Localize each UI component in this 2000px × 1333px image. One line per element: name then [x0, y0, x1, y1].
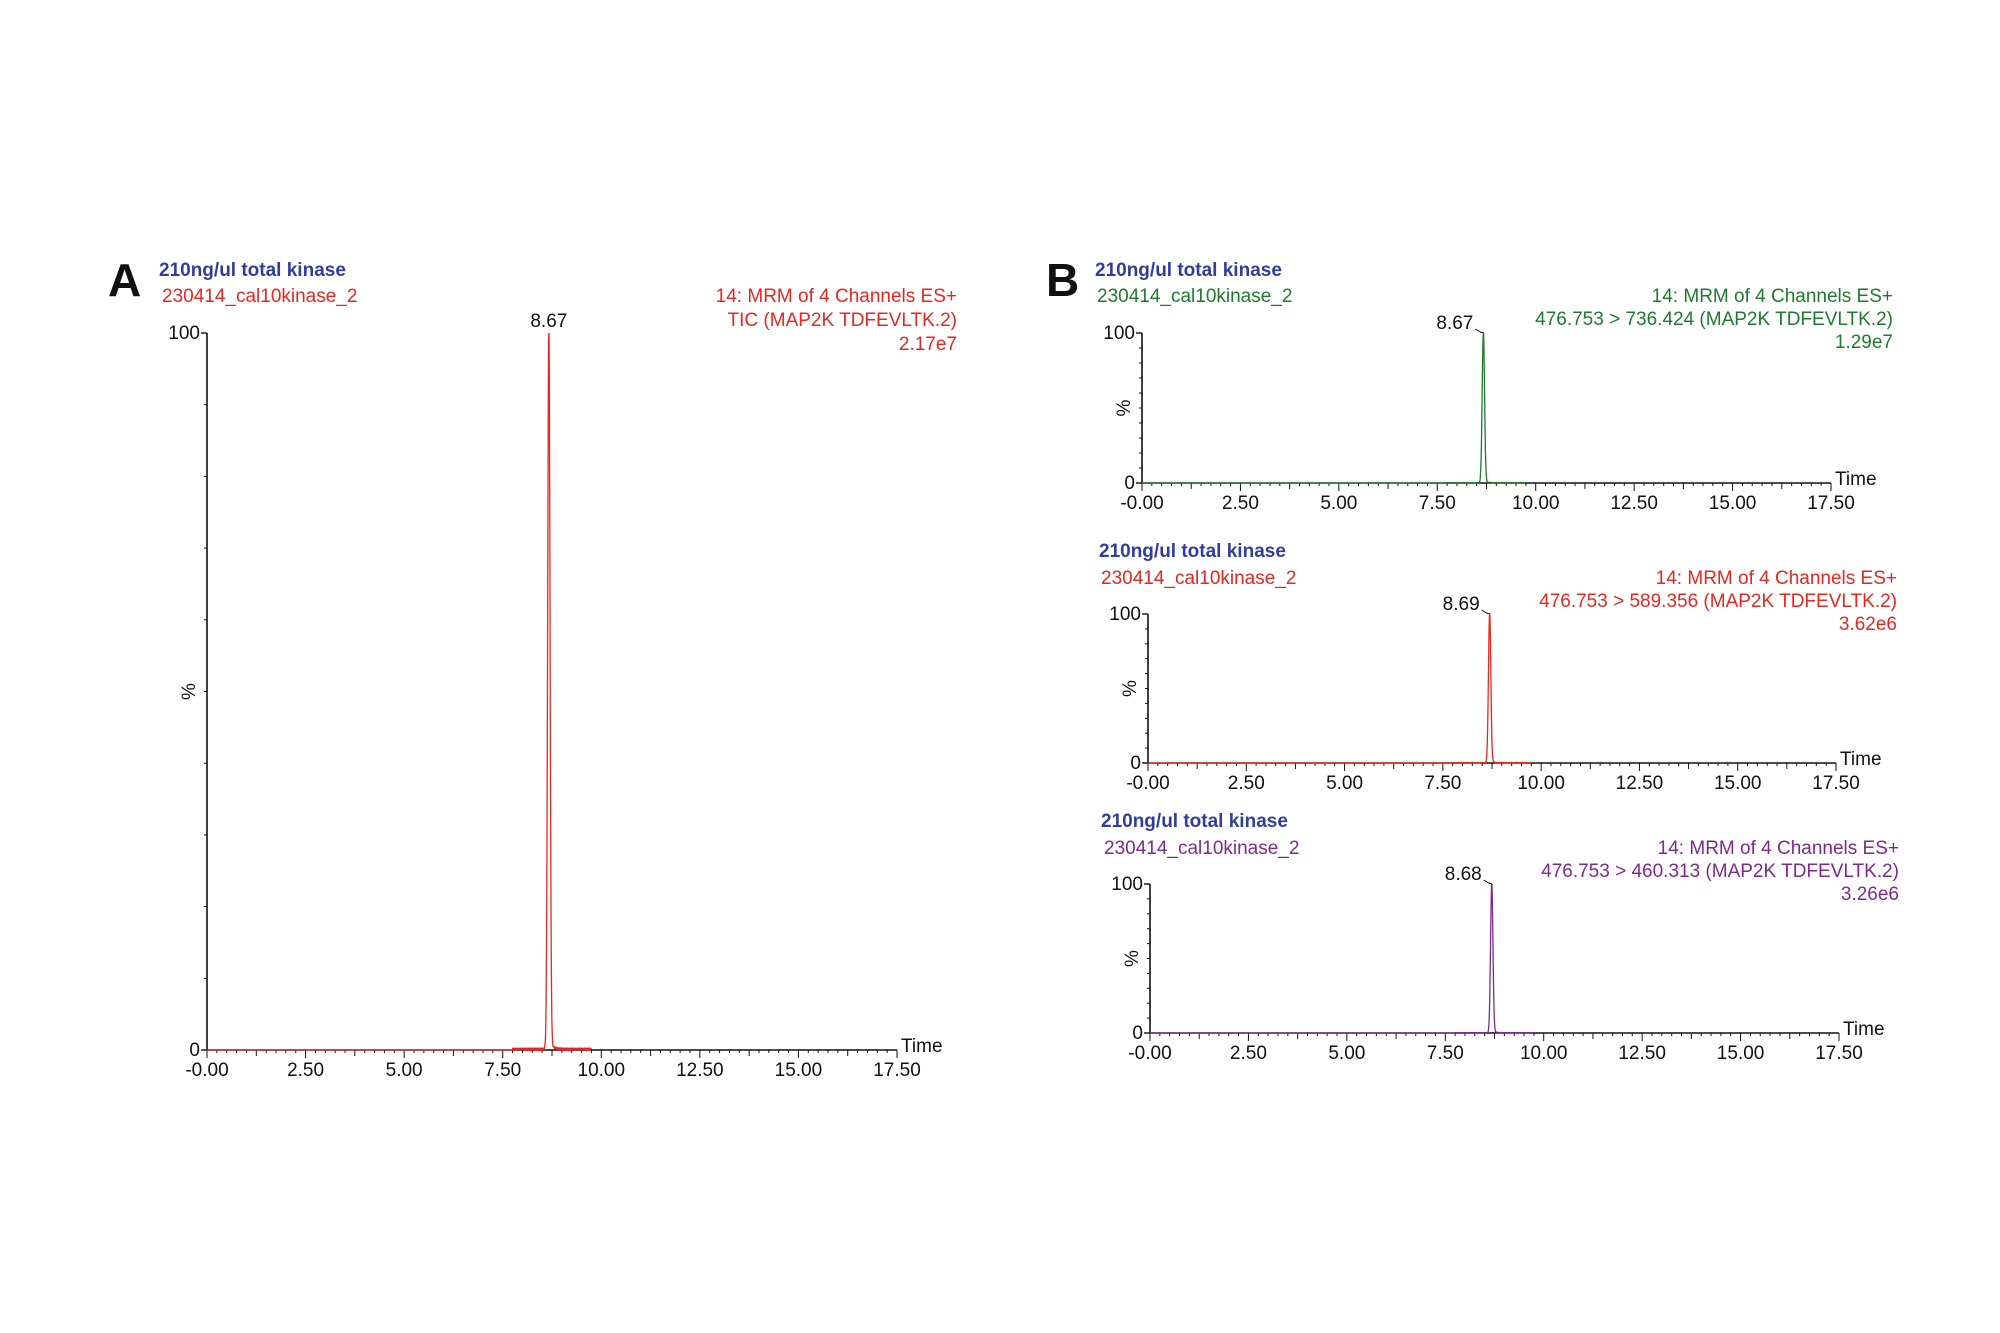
y-tick-label: 100 — [168, 323, 200, 344]
chart-title: 210ng/ul total kinase — [1095, 260, 1282, 281]
x-tick-label: -0.00 — [1128, 1043, 1171, 1064]
x-tick-label: -0.00 — [1126, 773, 1169, 794]
peak-label-connector — [1483, 879, 1492, 885]
y-axis-label: % — [1120, 680, 1141, 697]
y-axis-label: % — [179, 683, 200, 700]
y-axis-label: % — [1122, 950, 1143, 967]
x-tick-label: 12.50 — [1618, 1043, 1666, 1064]
header-line-3: 3.62e6 — [1839, 614, 1897, 635]
x-tick-label: 7.50 — [484, 1060, 521, 1081]
header-line-3: 1.29e7 — [1835, 332, 1893, 353]
x-tick-label: 7.50 — [1419, 493, 1456, 514]
panel-letter-b: B — [1046, 254, 1079, 306]
peak-label-connector — [1475, 328, 1484, 334]
y-tick-label: 100 — [1103, 323, 1135, 344]
header-line-1: 14: MRM of 4 Channels ES+ — [1658, 838, 1899, 859]
header-line-2: TIC (MAP2K TDFEVLTK.2) — [728, 310, 957, 331]
peak-label-connector — [1481, 609, 1490, 615]
header-line-1: 14: MRM of 4 Channels ES+ — [1652, 286, 1893, 307]
x-tick-label: -0.00 — [1120, 493, 1163, 514]
x-tick-label: 10.00 — [578, 1060, 626, 1081]
y-tick-label: 100 — [1111, 874, 1143, 895]
y-tick-label: 0 — [1132, 1023, 1143, 1044]
peak-label: 8.69 — [1443, 594, 1480, 615]
x-tick-label: 10.00 — [1517, 773, 1565, 794]
trace-line — [1150, 882, 1535, 1034]
header-line-2: 476.753 > 589.356 (MAP2K TDFEVLTK.2) — [1539, 591, 1897, 612]
x-axis-label: Time — [901, 1036, 943, 1057]
peak-label: 8.68 — [1445, 864, 1482, 885]
header-line-2: 476.753 > 460.313 (MAP2K TDFEVLTK.2) — [1541, 861, 1899, 882]
x-tick-label: 5.00 — [1328, 1043, 1365, 1064]
x-tick-label: 5.00 — [1326, 773, 1363, 794]
x-tick-label: 7.50 — [1424, 773, 1461, 794]
x-tick-label: 7.50 — [1427, 1043, 1464, 1064]
x-tick-label: 17.50 — [1815, 1043, 1863, 1064]
x-tick-label: 17.50 — [873, 1060, 921, 1081]
y-tick-label: 100 — [1109, 604, 1141, 625]
y-tick-label: 0 — [1130, 753, 1141, 774]
chart-title: 210ng/ul total kinase — [1101, 811, 1288, 832]
chromatogram-4: 210ng/ul total kinase 230414_cal10kinase_… — [1101, 811, 1899, 1064]
trace-line — [207, 332, 592, 1053]
x-axis-label: Time — [1840, 749, 1882, 770]
header-line-3: 2.17e7 — [899, 334, 957, 355]
x-tick-label: 5.00 — [1320, 493, 1357, 514]
panel-letter-a: A — [108, 254, 141, 306]
x-tick-label: 15.00 — [1717, 1043, 1765, 1064]
chromatogram-2: 210ng/ul total kinase 230414_cal10kinase_… — [1095, 260, 1893, 514]
x-axis-label: Time — [1843, 1019, 1885, 1040]
x-tick-label: 12.50 — [1616, 773, 1664, 794]
y-axis-label: % — [1114, 399, 1135, 416]
x-tick-label: 5.00 — [386, 1060, 423, 1081]
x-tick-label: 15.00 — [775, 1060, 823, 1081]
y-tick-label: 0 — [1124, 473, 1135, 494]
chromatogram-1: 210ng/ul total kinase 230414_cal10kinase_… — [159, 260, 957, 1081]
trace-line — [1148, 613, 1532, 764]
chart-title: 210ng/ul total kinase — [159, 260, 346, 281]
sample-name: 230414_cal10kinase_2 — [1097, 286, 1292, 307]
chromatogram-3: 210ng/ul total kinase 230414_cal10kinase_… — [1099, 541, 1897, 794]
x-tick-label: 12.50 — [676, 1060, 724, 1081]
chart-title: 210ng/ul total kinase — [1099, 541, 1286, 562]
x-tick-label: -0.00 — [185, 1060, 228, 1081]
sample-name: 230414_cal10kinase_2 — [1101, 568, 1296, 589]
x-tick-label: 15.00 — [1709, 493, 1757, 514]
peak-label: 8.67 — [1436, 313, 1473, 334]
header-line-1: 14: MRM of 4 Channels ES+ — [1656, 568, 1897, 589]
x-tick-label: 15.00 — [1714, 773, 1762, 794]
trace-line — [1142, 331, 1527, 484]
x-tick-label: 2.50 — [1230, 1043, 1267, 1064]
sample-name: 230414_cal10kinase_2 — [1104, 838, 1299, 859]
x-tick-label: 17.50 — [1812, 773, 1860, 794]
peak-label: 8.67 — [530, 311, 567, 332]
x-tick-label: 10.00 — [1512, 493, 1560, 514]
y-tick-label: 0 — [189, 1040, 200, 1061]
x-tick-label: 12.50 — [1610, 493, 1658, 514]
header-line-3: 3.26e6 — [1841, 884, 1899, 905]
x-tick-label: 10.00 — [1520, 1043, 1568, 1064]
x-tick-label: 2.50 — [1222, 493, 1259, 514]
header-line-2: 476.753 > 736.424 (MAP2K TDFEVLTK.2) — [1535, 309, 1893, 330]
x-tick-label: 17.50 — [1807, 493, 1855, 514]
x-tick-label: 2.50 — [1228, 773, 1265, 794]
sample-name: 230414_cal10kinase_2 — [162, 286, 357, 307]
header-line-1: 14: MRM of 4 Channels ES+ — [716, 286, 957, 307]
x-tick-label: 2.50 — [287, 1060, 324, 1081]
x-axis-label: Time — [1835, 469, 1877, 490]
